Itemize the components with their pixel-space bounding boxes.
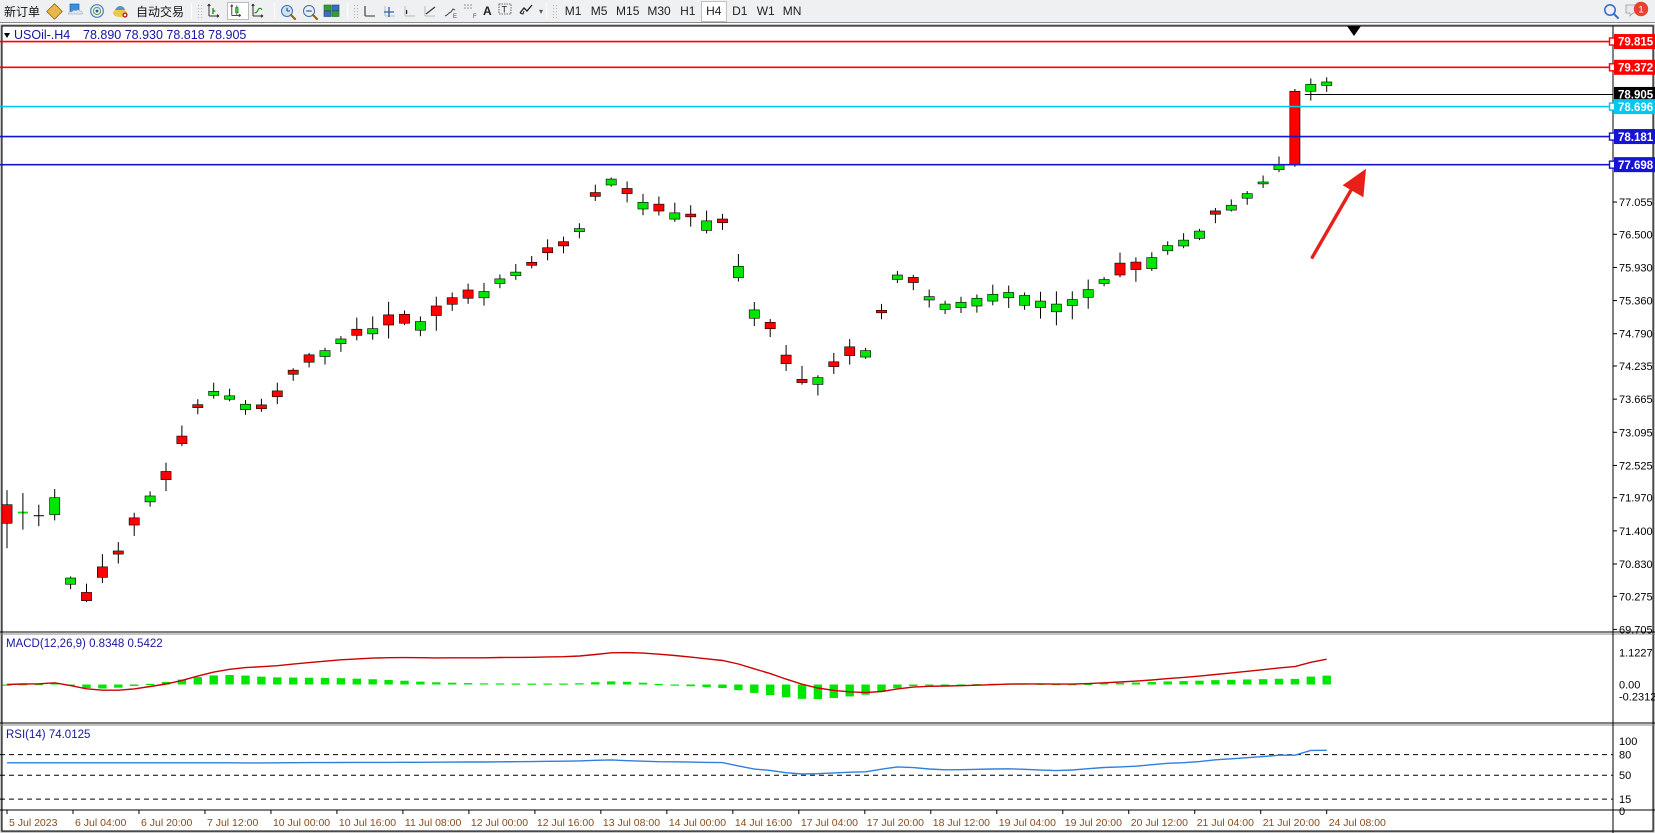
svg-text:78.696: 78.696: [1618, 102, 1653, 114]
svg-text:80: 80: [1619, 750, 1631, 762]
svg-text:75.930: 75.930: [1619, 262, 1653, 274]
svg-text:6 Jul 20:00: 6 Jul 20:00: [141, 817, 193, 829]
svg-text:RSI(14) 74.0125: RSI(14) 74.0125: [6, 729, 90, 741]
svg-text:50: 50: [1619, 770, 1631, 782]
svg-text:70.830: 70.830: [1619, 559, 1653, 571]
svg-text:21 Jul 20:00: 21 Jul 20:00: [1263, 817, 1320, 829]
svg-text:14 Jul 16:00: 14 Jul 16:00: [735, 817, 792, 829]
svg-text:17 Jul 04:00: 17 Jul 04:00: [801, 817, 858, 829]
svg-text:77.698: 77.698: [1618, 160, 1654, 172]
svg-text:18 Jul 12:00: 18 Jul 12:00: [933, 817, 990, 829]
svg-text:78.181: 78.181: [1618, 132, 1654, 144]
svg-text:11 Jul 08:00: 11 Jul 08:00: [405, 817, 462, 829]
svg-text:21 Jul 04:00: 21 Jul 04:00: [1197, 817, 1254, 829]
svg-text:19 Jul 20:00: 19 Jul 20:00: [1065, 817, 1122, 829]
svg-text:12 Jul 00:00: 12 Jul 00:00: [471, 817, 528, 829]
svg-text:A: A: [483, 4, 492, 18]
svg-text:79.815: 79.815: [1618, 37, 1654, 49]
svg-text:75.360: 75.360: [1619, 296, 1653, 308]
svg-text:24 Jul 08:00: 24 Jul 08:00: [1329, 817, 1386, 829]
svg-text:70.275: 70.275: [1619, 591, 1653, 603]
svg-text:74.790: 74.790: [1619, 329, 1653, 341]
svg-text:12 Jul 16:00: 12 Jul 16:00: [537, 817, 594, 829]
svg-text:E: E: [453, 14, 457, 20]
svg-text:14 Jul 00:00: 14 Jul 00:00: [669, 817, 726, 829]
svg-text:76.500: 76.500: [1619, 229, 1653, 241]
svg-text:78.890 78.930 78.818 78.905: 78.890 78.930 78.818 78.905: [83, 28, 246, 42]
svg-text:1: 1: [1638, 5, 1643, 16]
svg-text:F: F: [473, 14, 477, 20]
svg-text:13 Jul 08:00: 13 Jul 08:00: [603, 817, 660, 829]
svg-text:6 Jul 04:00: 6 Jul 04:00: [75, 817, 127, 829]
svg-text:69.705: 69.705: [1619, 624, 1653, 636]
svg-text:74.235: 74.235: [1619, 361, 1653, 373]
svg-text:71.970: 71.970: [1619, 493, 1653, 505]
svg-text:5 Jul 2023: 5 Jul 2023: [9, 817, 58, 829]
svg-text:73.665: 73.665: [1619, 394, 1653, 406]
svg-text:73.095: 73.095: [1619, 427, 1653, 439]
svg-text:19 Jul 04:00: 19 Jul 04:00: [999, 817, 1056, 829]
svg-text:79.372: 79.372: [1618, 62, 1653, 74]
svg-text:10 Jul 00:00: 10 Jul 00:00: [273, 817, 330, 829]
svg-text:72.525: 72.525: [1619, 460, 1653, 472]
svg-text:71.400: 71.400: [1619, 526, 1653, 538]
svg-text:17 Jul 20:00: 17 Jul 20:00: [867, 817, 924, 829]
svg-text:MACD(12,26,9) 0.8348 0.5422: MACD(12,26,9) 0.8348 0.5422: [6, 638, 163, 650]
svg-text:0.00: 0.00: [1619, 680, 1640, 692]
svg-text:-0.2312: -0.2312: [1619, 692, 1655, 704]
svg-text:10 Jul 16:00: 10 Jul 16:00: [339, 817, 396, 829]
svg-text:100: 100: [1619, 736, 1637, 748]
svg-text:0: 0: [1619, 806, 1625, 818]
svg-text:T: T: [502, 5, 508, 15]
svg-text:20 Jul 12:00: 20 Jul 12:00: [1131, 817, 1188, 829]
svg-text:USOil-.H4: USOil-.H4: [14, 28, 70, 42]
svg-text:77.055: 77.055: [1619, 197, 1653, 209]
svg-text:7 Jul 12:00: 7 Jul 12:00: [207, 817, 259, 829]
svg-text:1.1227: 1.1227: [1619, 648, 1653, 660]
svg-text:15: 15: [1619, 794, 1631, 806]
